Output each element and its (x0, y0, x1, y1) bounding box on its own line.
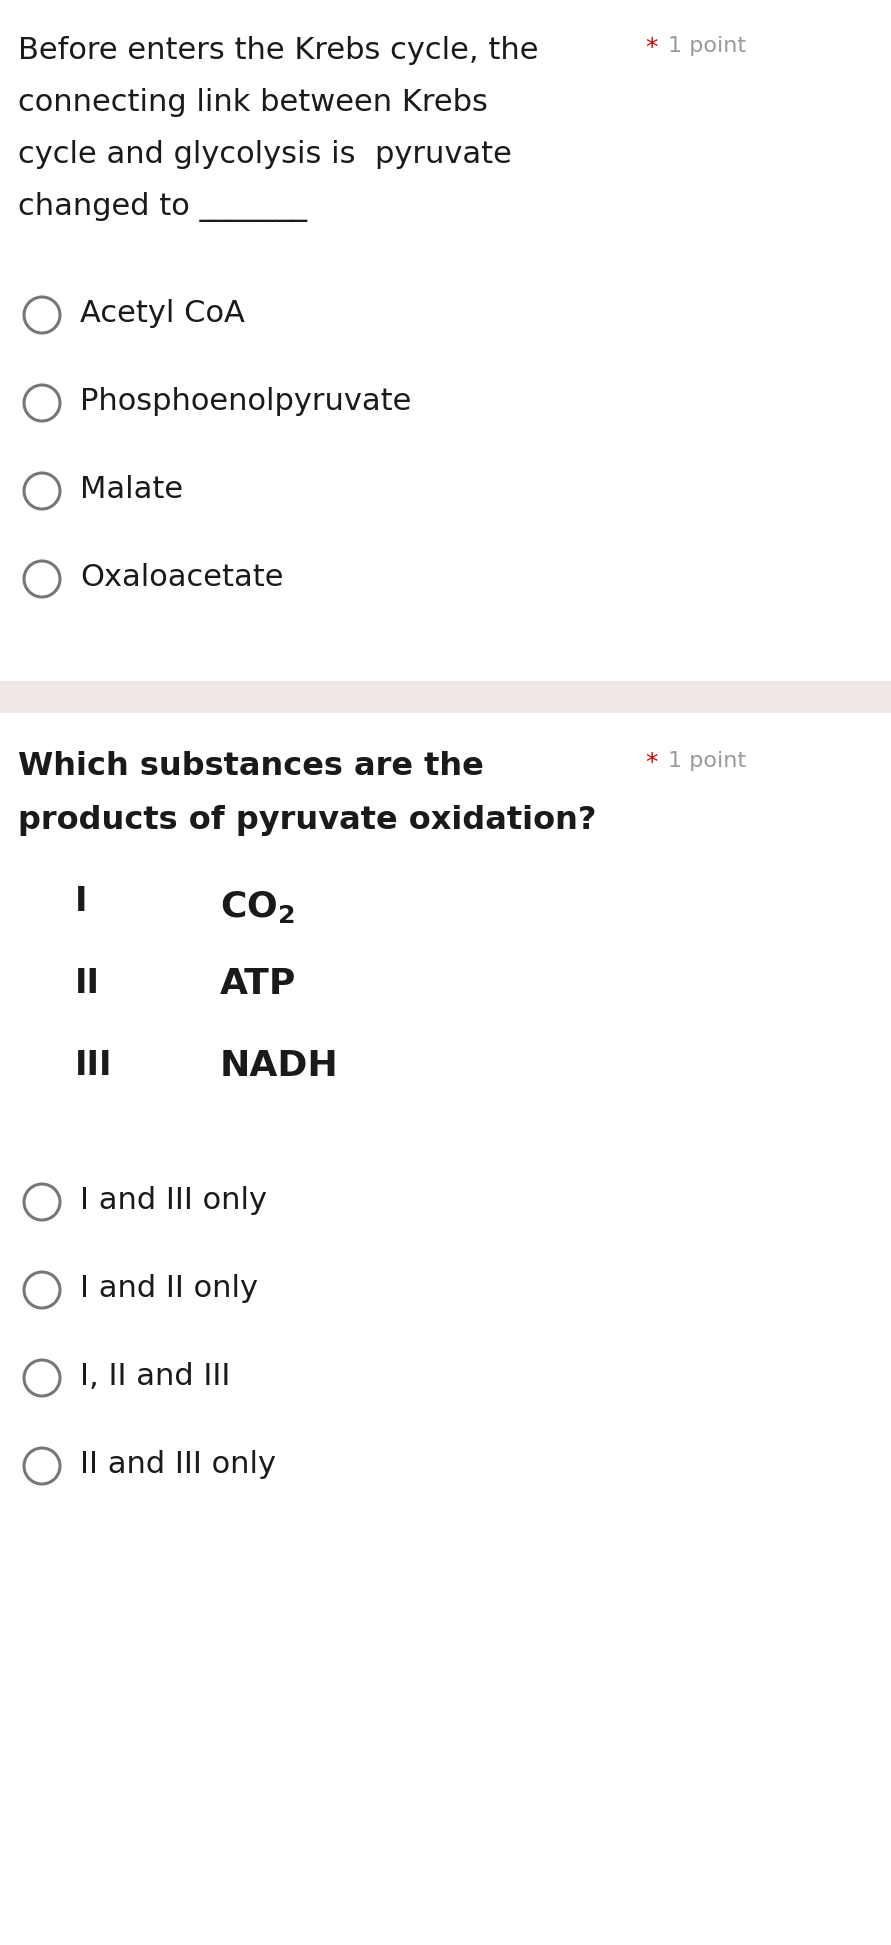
Text: Malate: Malate (80, 475, 184, 504)
Text: *: * (645, 751, 658, 774)
Text: Acetyl CoA: Acetyl CoA (80, 300, 245, 329)
Bar (0, 681, 891, 714)
Text: II: II (75, 967, 100, 1000)
Text: 1 point: 1 point (668, 751, 746, 770)
Text: cycle and glycolysis is  pyruvate: cycle and glycolysis is pyruvate (18, 140, 511, 169)
Text: I and III only: I and III only (80, 1186, 267, 1216)
Text: Phosphoenolpyruvate: Phosphoenolpyruvate (80, 387, 412, 416)
Text: 1 point: 1 point (668, 37, 746, 56)
Text: I: I (75, 885, 87, 918)
Text: Which substances are the: Which substances are the (18, 751, 484, 782)
Text: III: III (75, 1048, 112, 1081)
Text: I, II and III: I, II and III (80, 1362, 231, 1391)
Text: NADH: NADH (220, 1048, 339, 1083)
Text: I and II only: I and II only (80, 1274, 258, 1303)
Text: products of pyruvate oxidation?: products of pyruvate oxidation? (18, 805, 596, 836)
Text: changed to _______: changed to _______ (18, 193, 307, 222)
Text: connecting link between Krebs: connecting link between Krebs (18, 88, 488, 117)
Text: ATP: ATP (220, 967, 297, 1002)
Text: II and III only: II and III only (80, 1451, 276, 1478)
Text: Oxaloacetate: Oxaloacetate (80, 562, 283, 591)
Text: *: * (645, 37, 658, 60)
Text: Before enters the Krebs cycle, the: Before enters the Krebs cycle, the (18, 37, 538, 64)
Text: $\mathbf{CO_2}$: $\mathbf{CO_2}$ (220, 889, 295, 926)
